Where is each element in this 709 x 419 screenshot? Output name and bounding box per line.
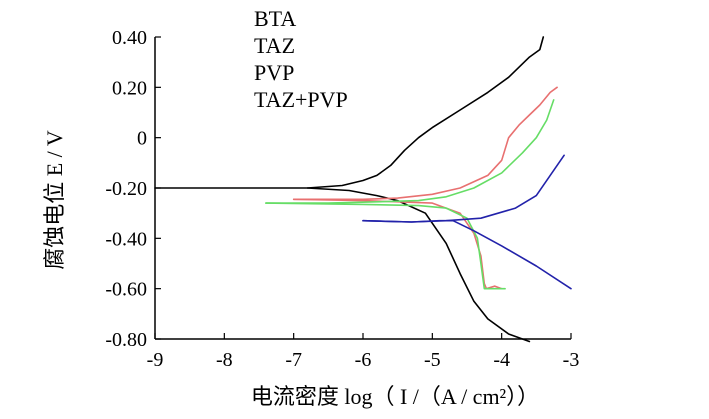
x-axis-label: 电流密度 log（ I /（A / cm²）） <box>251 384 539 409</box>
series-lines <box>154 36 572 343</box>
series-bta-anodic-line <box>154 36 545 189</box>
y-axis-label: 腐蚀电位 E / V <box>42 130 67 270</box>
y-tick-label: -0.20 <box>105 178 147 200</box>
series-taz-pvp-anodic-line <box>362 154 565 223</box>
y-tick-label: 0 <box>137 128 147 150</box>
y-tick-label: -0.80 <box>105 329 147 351</box>
series-pvp-anodic-line <box>265 99 555 204</box>
x-tick-label: -9 <box>147 349 164 371</box>
x-tick-label: -5 <box>424 349 441 371</box>
x-tick-label: -7 <box>285 349 302 371</box>
y-tick-label: -0.60 <box>105 279 147 301</box>
series-bta-cathodic-line <box>306 187 531 343</box>
x-tick-label: -8 <box>216 349 233 371</box>
legend-entry: TAZ <box>254 33 295 58</box>
series-taz-pvp-cathodic-line <box>362 219 572 290</box>
x-tick-label: -4 <box>493 349 510 371</box>
y-tick-label: -0.40 <box>105 228 147 250</box>
y-tick-label: 0.40 <box>112 27 147 49</box>
series-pvp-cathodic-line <box>265 202 506 290</box>
y-tick-label: 0.20 <box>112 77 147 99</box>
x-tick-label: -3 <box>563 349 580 371</box>
series-taz-anodic-line <box>292 86 558 201</box>
legend-entry: PVP <box>254 60 294 85</box>
axes: 0.40 0.20 0 -0.20 -0.40 -0.60 -0.80-9 -8 -7 -6 -5 -… <box>105 27 579 371</box>
series-taz-cathodic-line <box>292 198 503 290</box>
x-tick-label: -6 <box>355 349 372 371</box>
legend-entry: TAZ+PVP <box>254 87 348 112</box>
legend-entry: BTA <box>254 6 296 31</box>
